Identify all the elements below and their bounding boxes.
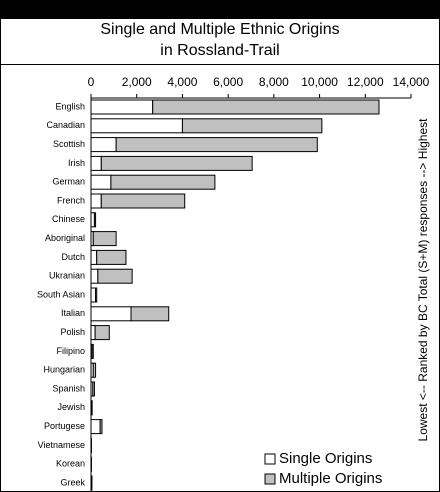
y-tick-label: Ukranian bbox=[49, 271, 85, 281]
bar-segment bbox=[90, 325, 96, 341]
bar-segment bbox=[100, 193, 186, 209]
y-tick-label: Aboriginal bbox=[45, 233, 85, 243]
bar-segment bbox=[90, 118, 183, 134]
bar-segment bbox=[93, 212, 97, 228]
bar-segment bbox=[92, 381, 95, 397]
y-tick-label: Chinese bbox=[52, 214, 85, 224]
y-tick-label: Jewish bbox=[57, 402, 85, 412]
y-tick-label: English bbox=[55, 101, 85, 111]
x-tick-label: 12,000 bbox=[347, 75, 384, 89]
bar-segment bbox=[90, 99, 154, 115]
bar-segment bbox=[90, 137, 117, 153]
bar-segment bbox=[90, 249, 98, 265]
y-tick-label: Greek bbox=[60, 477, 85, 487]
x-tick-label: 4,000 bbox=[167, 75, 197, 89]
y-tick-label: Italian bbox=[61, 308, 85, 318]
x-tick-label: 14,000 bbox=[393, 75, 430, 89]
bar-segment bbox=[90, 306, 132, 322]
y-tick-label: Dutch bbox=[61, 252, 85, 262]
bar-segment bbox=[152, 99, 380, 115]
side-label: Lowest <-- Ranked by BC Total (S+M) resp… bbox=[416, 118, 430, 442]
bar-segment bbox=[90, 268, 99, 284]
legend-label: Multiple Origins bbox=[279, 470, 382, 487]
y-tick-label: German bbox=[52, 177, 85, 187]
x-tick-label: 0 bbox=[88, 75, 95, 89]
x-tick-label: 6,000 bbox=[213, 75, 243, 89]
bar-segment bbox=[95, 287, 98, 303]
x-tick-label: 10,000 bbox=[301, 75, 338, 89]
y-tick-label: Polish bbox=[60, 327, 85, 337]
legend-label: Single Origins bbox=[279, 450, 372, 467]
bar-segment bbox=[97, 268, 133, 284]
bar-segment bbox=[91, 343, 94, 359]
bar-segment bbox=[130, 306, 170, 322]
bar-segment bbox=[92, 231, 117, 247]
bar-segment bbox=[92, 362, 97, 378]
y-tick-label: Scottish bbox=[53, 139, 85, 149]
bar-segment bbox=[94, 325, 110, 341]
y-tick-label: Hungarian bbox=[43, 365, 85, 375]
y-tick-label: French bbox=[57, 195, 85, 205]
bar-segment bbox=[99, 419, 103, 435]
bar-segment bbox=[100, 155, 253, 171]
y-tick-label: Canadian bbox=[46, 120, 85, 130]
bar-segment bbox=[90, 419, 101, 435]
y-tick-label: Irish bbox=[68, 158, 85, 168]
y-tick-label: Spanish bbox=[52, 383, 85, 393]
header-bar bbox=[0, 0, 440, 18]
y-tick-label: Portugese bbox=[44, 421, 85, 431]
bar-segment bbox=[90, 212, 95, 228]
bar-segment bbox=[90, 155, 102, 171]
y-tick-label: Vietnamese bbox=[38, 440, 85, 450]
bar-segment bbox=[110, 174, 216, 190]
y-tick-label: Filipino bbox=[56, 346, 85, 356]
bar-segment bbox=[90, 287, 97, 303]
y-tick-label: Korean bbox=[56, 459, 85, 469]
x-tick-label: 2,000 bbox=[122, 75, 152, 89]
bar-segment bbox=[96, 249, 127, 265]
bar-segment bbox=[90, 174, 112, 190]
plot-box bbox=[0, 64, 440, 492]
chart-title: Single and Multiple Ethnic Origins in Ros… bbox=[100, 21, 339, 59]
bar-segment bbox=[90, 193, 102, 209]
bar-segment bbox=[115, 137, 318, 153]
legend-swatch bbox=[264, 473, 276, 485]
x-tick-label: 8,000 bbox=[259, 75, 289, 89]
legend-swatch bbox=[264, 453, 276, 465]
y-tick-label: South Asian bbox=[37, 289, 85, 299]
title-box bbox=[0, 18, 440, 65]
bar-segment bbox=[181, 118, 323, 134]
